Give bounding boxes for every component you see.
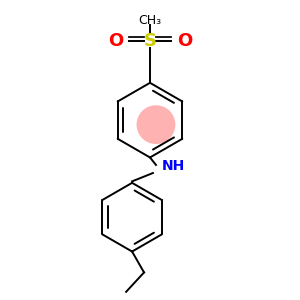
Text: CH₃: CH₃ bbox=[138, 14, 162, 27]
Text: O: O bbox=[108, 32, 123, 50]
Text: S: S bbox=[143, 32, 157, 50]
Circle shape bbox=[136, 105, 176, 144]
Text: O: O bbox=[177, 32, 192, 50]
Text: NH: NH bbox=[162, 159, 185, 173]
